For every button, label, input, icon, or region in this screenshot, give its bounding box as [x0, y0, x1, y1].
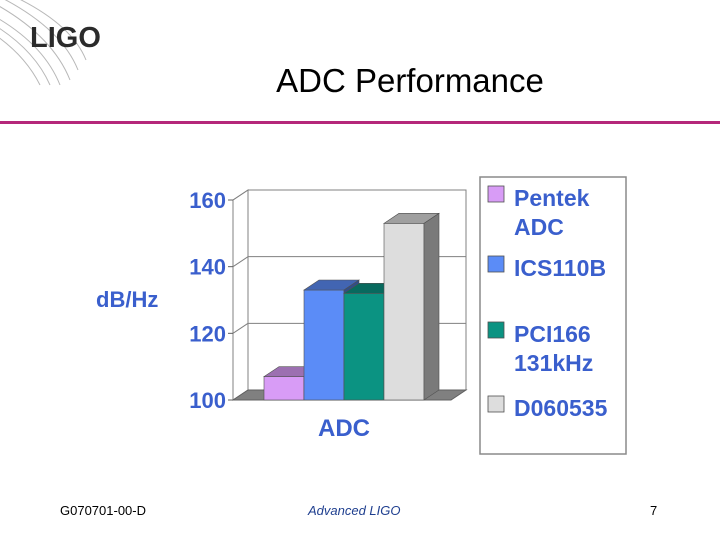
- legend-label: PCI166: [514, 321, 591, 347]
- gridline-side: [232, 322, 249, 334]
- title-divider: [0, 121, 720, 124]
- bar-side: [423, 212, 440, 401]
- x-axis-title: ADC: [318, 415, 370, 442]
- bar-4: [383, 212, 440, 401]
- legend-label: D060535: [514, 395, 608, 421]
- footer-page-number: 7: [650, 503, 658, 518]
- ligo-logo: LIGO: [30, 22, 101, 54]
- ligo-logo-arcs: [0, 0, 87, 86]
- y-axis-title: dB/Hz: [96, 287, 158, 312]
- footer-title: Advanced LIGO: [308, 503, 401, 518]
- legend-item-4: D060535: [487, 395, 608, 421]
- bar-front: [303, 289, 345, 401]
- y-tick-label: 160: [189, 188, 226, 213]
- y-tick-marks: [228, 199, 233, 401]
- legend-label: Pentek: [514, 185, 590, 211]
- y-tick-labels: 100 120 140 160: [189, 188, 226, 413]
- bar-front: [343, 293, 385, 401]
- y-tick-label: 100: [189, 388, 226, 413]
- legend-label: ADC: [514, 214, 564, 240]
- legend: Pentek ADC ICS110B PCI166 131kHz D060535: [487, 185, 608, 421]
- bar-front: [383, 223, 425, 401]
- legend-item-1: Pentek ADC: [487, 185, 590, 240]
- gridline-side: [232, 256, 249, 268]
- bar-front: [263, 376, 305, 401]
- legend-swatch: [487, 255, 505, 273]
- legend-label: 131kHz: [514, 350, 593, 376]
- footer-doc-id: G070701-00-D: [60, 503, 146, 518]
- chart-side-wall: [232, 189, 249, 401]
- legend-swatch: [487, 185, 505, 203]
- legend-swatch: [487, 321, 505, 339]
- y-tick-label: 120: [189, 321, 226, 346]
- slide-title: ADC Performance: [276, 62, 544, 99]
- legend-item-3: PCI166 131kHz: [487, 321, 593, 376]
- y-tick-label: 140: [189, 255, 226, 280]
- legend-item-2: ICS110B: [487, 255, 606, 281]
- gridline-side: [232, 189, 249, 201]
- legend-swatch: [487, 395, 505, 413]
- legend-label: ICS110B: [514, 255, 606, 281]
- bars: [263, 212, 440, 401]
